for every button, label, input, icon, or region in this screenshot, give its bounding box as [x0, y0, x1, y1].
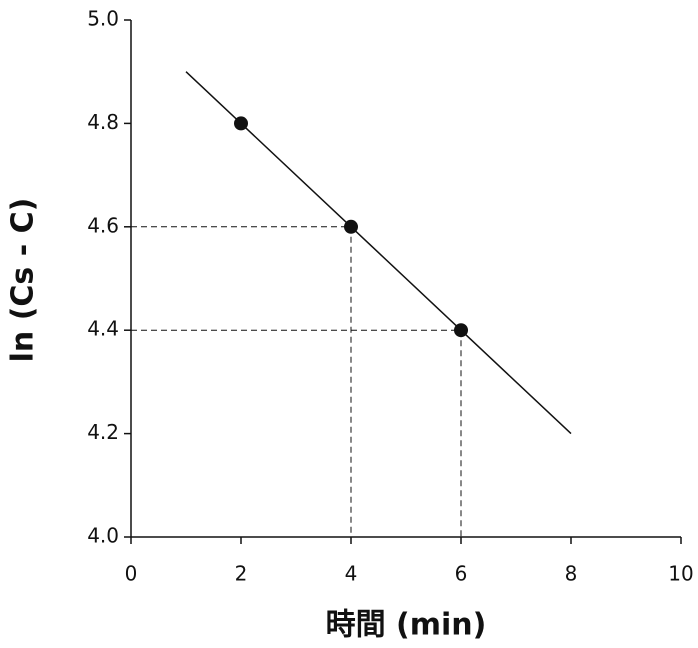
x-axis-title: 時間 (min): [326, 608, 487, 643]
x-tick-label: 8: [565, 562, 578, 586]
y-tick-label: 4.2: [87, 420, 119, 444]
y-tick-label: 4.8: [87, 110, 119, 134]
x-tick-label: 2: [235, 562, 248, 586]
data-point: [234, 116, 248, 131]
x-tick-label: 10: [668, 562, 693, 586]
fit-line: [185, 71, 572, 435]
y-axis-title: ln (Cs - C): [6, 198, 41, 363]
data-point: [344, 219, 358, 234]
y-tick-label: 4.0: [87, 524, 119, 548]
data-point: [454, 323, 468, 338]
y-tick-label: 5.0: [87, 7, 119, 31]
y-tick-label: 4.4: [87, 317, 119, 341]
x-tick-label: 6: [455, 562, 468, 586]
y-tick-label: 4.6: [87, 213, 119, 237]
x-tick-label: 4: [345, 562, 358, 586]
x-tick-label: 0: [125, 562, 138, 586]
